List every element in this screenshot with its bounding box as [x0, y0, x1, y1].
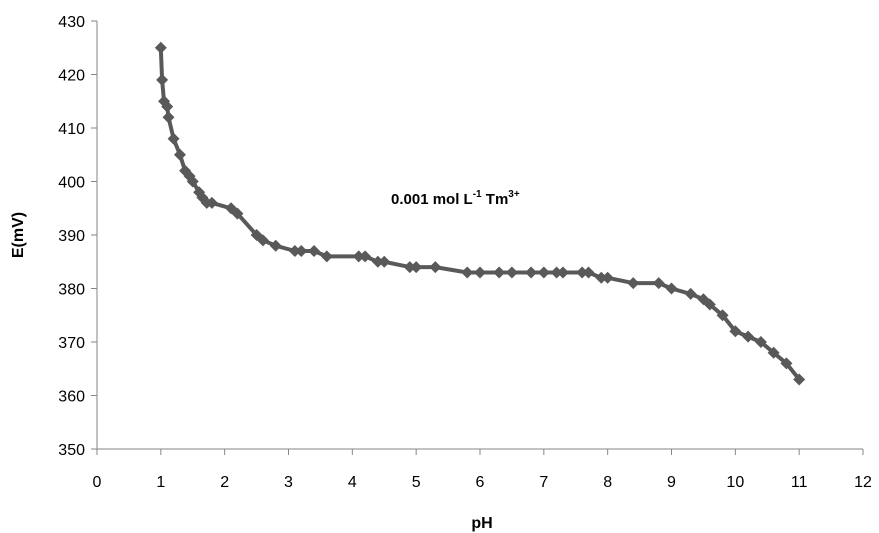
- y-tick-label: 360: [58, 389, 85, 406]
- y-axis-title: E(mV): [10, 212, 27, 258]
- y-tick-label: 350: [58, 442, 85, 459]
- x-tick-label: 6: [476, 474, 485, 491]
- data-point-marker: [493, 266, 506, 279]
- chart-annotation: 0.001 mol L-1 Tm3+: [391, 189, 520, 208]
- data-point-marker: [308, 245, 321, 258]
- annotation-sup1: -1: [473, 189, 482, 200]
- data-point-marker: [665, 282, 678, 295]
- x-ticks: 0 1 2 3 4 5 6 7 8 9 10 11 12: [93, 449, 872, 491]
- data-point-marker: [742, 330, 755, 343]
- x-tick-label: 2: [220, 474, 229, 491]
- data-point-marker: [601, 271, 614, 284]
- data-point-marker: [780, 357, 793, 370]
- x-tick-label: 1: [156, 474, 165, 491]
- data-point-marker: [754, 336, 767, 348]
- data-point-marker: [269, 239, 282, 252]
- y-tick-label: 420: [58, 68, 85, 85]
- data-point-marker: [352, 250, 365, 263]
- x-tick-label: 12: [854, 474, 872, 491]
- x-tick-label: 3: [284, 474, 293, 491]
- x-tick-label: 4: [348, 474, 357, 491]
- data-point-marker: [576, 266, 589, 279]
- data-point-marker: [716, 309, 729, 322]
- data-point-marker: [505, 266, 518, 279]
- data-point-marker: [767, 346, 780, 359]
- data-point-marker: [793, 373, 806, 386]
- data-point-marker: [684, 287, 697, 300]
- data-point-marker: [410, 261, 423, 274]
- y-tick-label: 410: [58, 121, 85, 138]
- data-point-marker: [582, 266, 595, 279]
- y-tick-label: 380: [58, 282, 85, 299]
- y-tick-label: 400: [58, 175, 85, 192]
- data-point-marker: [231, 207, 244, 220]
- data-point-marker: [729, 325, 742, 338]
- data-point-marker: [288, 245, 301, 258]
- x-tick-label: 8: [603, 474, 612, 491]
- y-tick-label: 390: [58, 228, 85, 245]
- data-point-marker: [703, 298, 716, 311]
- series-line: [158, 47, 801, 381]
- data-point-marker: [556, 266, 569, 279]
- data-point-marker: [162, 111, 175, 124]
- x-tick-label: 9: [667, 474, 676, 491]
- data-point-marker: [474, 266, 486, 279]
- data-point-marker: [429, 261, 442, 274]
- data-point-marker: [652, 277, 665, 290]
- data-point-marker: [371, 255, 384, 268]
- data-point-marker: [205, 196, 218, 209]
- data-point-marker: [461, 266, 474, 279]
- data-point-marker: [154, 41, 167, 54]
- y-tick-label: 430: [58, 14, 85, 31]
- data-point-marker: [295, 245, 308, 258]
- data-point-marker: [595, 271, 608, 284]
- data-point-marker: [186, 175, 199, 188]
- x-tick-label: 10: [726, 474, 744, 491]
- data-point-marker: [627, 277, 640, 290]
- data-point-marker: [359, 250, 372, 263]
- data-point-marker: [378, 255, 391, 268]
- data-point-marker: [256, 234, 269, 247]
- annotation-prefix: 0.001 mol L: [391, 191, 473, 208]
- x-tick-label: 7: [539, 474, 548, 491]
- x-tick-label: 11: [791, 474, 808, 491]
- data-point-marker: [403, 261, 416, 274]
- data-point-marker: [525, 266, 538, 279]
- data-point-marker: [550, 266, 563, 279]
- data-point-marker: [161, 100, 174, 113]
- x-tick-label: 0: [93, 474, 102, 491]
- y-ticks: 350 360 370 380 390 400 410 420 430: [58, 14, 97, 459]
- annotation-sup2: 3+: [508, 189, 520, 200]
- data-point-marker: [156, 73, 169, 86]
- x-axis-title: pH: [471, 515, 492, 532]
- data-point-marker: [537, 266, 550, 279]
- x-tick-label: 5: [412, 474, 421, 491]
- annotation-mid: Tm: [482, 191, 509, 208]
- y-tick-label: 370: [58, 335, 85, 352]
- data-point-marker: [173, 148, 186, 161]
- data-point-marker: [167, 132, 180, 145]
- series-markers: [154, 41, 806, 386]
- data-point-marker: [320, 250, 333, 263]
